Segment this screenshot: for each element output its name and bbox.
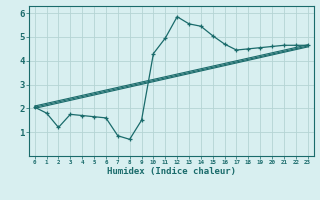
X-axis label: Humidex (Indice chaleur): Humidex (Indice chaleur) bbox=[107, 167, 236, 176]
